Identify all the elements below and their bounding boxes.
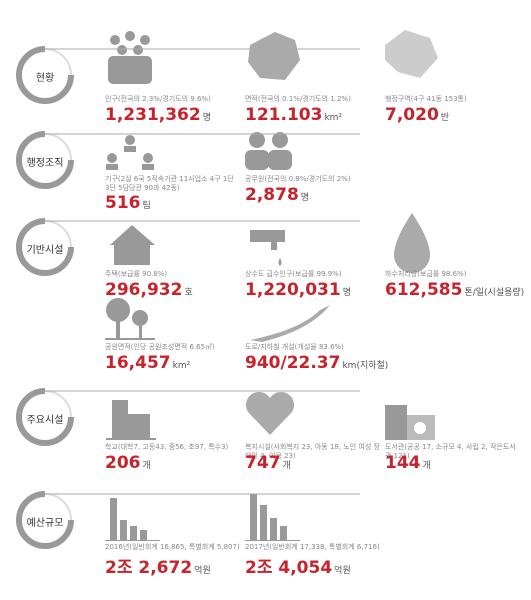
value-number: 296,932 bbox=[105, 280, 183, 300]
value-number: 516 bbox=[105, 193, 141, 213]
item-value: 1,220,031 명 bbox=[245, 280, 351, 300]
section-ring bbox=[16, 46, 74, 104]
heart-icon bbox=[245, 391, 295, 435]
trees-icon bbox=[105, 298, 155, 340]
value-unit: 명 bbox=[202, 113, 211, 123]
section-ring bbox=[16, 491, 74, 549]
item-label: 도서관(공공 17, 소규모 4, 사립 2, 작은도서관 121) bbox=[385, 443, 516, 460]
school-icon bbox=[106, 400, 156, 440]
value-unit: km² bbox=[324, 113, 343, 123]
section-title: 행정조직 bbox=[26, 158, 64, 169]
item-value: 2조 2,672 억원 bbox=[105, 553, 211, 578]
section-ring bbox=[16, 131, 74, 189]
item-value: 940/22.37 km(지하철) bbox=[245, 353, 388, 373]
value-unit: 호 bbox=[184, 288, 193, 298]
section-ring bbox=[16, 218, 74, 276]
value-number: 16,457 bbox=[105, 353, 171, 373]
value-number: 612,585 bbox=[385, 280, 463, 300]
item-label: 기구(2실 6국 5직속기관 11사업소 4구 1단 3단 5담당관 90과 4… bbox=[105, 175, 234, 192]
house-icon bbox=[110, 225, 155, 265]
value-number: 747 bbox=[245, 453, 281, 473]
value-number: 2,878 bbox=[245, 185, 299, 205]
item-value: 296,932 호 bbox=[105, 280, 193, 300]
item-value: 7,020 반 bbox=[385, 105, 449, 125]
value-unit: 억원 bbox=[194, 566, 211, 576]
value-unit: 명 bbox=[300, 193, 310, 203]
value-number: 1,231,362 bbox=[105, 105, 201, 125]
budget-bars-icon bbox=[245, 494, 300, 541]
map-icon bbox=[385, 30, 438, 78]
value-number: 206 bbox=[105, 453, 141, 473]
item-label: 주택(보급률 90.8%) bbox=[105, 270, 168, 278]
value-number: 7,020 bbox=[385, 105, 439, 125]
value-unit: km(지하철) bbox=[342, 361, 389, 371]
value-number: 1,220,031 bbox=[245, 280, 341, 300]
item-label: 2017년(일반회계 17,338, 특별회계 6,716) bbox=[245, 543, 380, 551]
people-icon bbox=[108, 31, 152, 84]
library-icon bbox=[385, 405, 435, 440]
item-value: 747 개 bbox=[245, 453, 291, 473]
value-unit: 억원 bbox=[334, 566, 351, 576]
officials-icon bbox=[245, 132, 292, 170]
item-label: 공무원(전국의 0.8%/경기도의 2%) bbox=[245, 175, 351, 183]
drop-icon bbox=[394, 213, 430, 273]
budget-bars-icon bbox=[105, 498, 160, 541]
item-value: 1,231,362 명 bbox=[105, 105, 211, 125]
section-title: 예산규모 bbox=[26, 518, 64, 529]
item-label: 도로/지하철 개설(개설율 83.6%) bbox=[245, 343, 344, 351]
value-unit: km² bbox=[172, 361, 191, 371]
item-label: 인구(전국의 2.3%/경기도의 9.6%) bbox=[105, 95, 211, 103]
section-title: 현황 bbox=[35, 73, 55, 84]
item-label: 면적(전국의 0.1%/경기도의 1.2%) bbox=[245, 95, 351, 103]
value-number: 2조 2,672 bbox=[105, 558, 193, 578]
value-unit: 반 bbox=[440, 113, 450, 123]
item-value: 2조 4,054 억원 bbox=[245, 553, 351, 578]
section-ring bbox=[16, 388, 74, 446]
item-value: 16,457 km² bbox=[105, 353, 190, 373]
value-number: 940/22.37 bbox=[245, 353, 341, 373]
item-label: 행정구역(4구 41동 153통) bbox=[385, 95, 467, 103]
item-value: 121.103 km² bbox=[245, 105, 342, 125]
value-unit: 개 bbox=[422, 461, 431, 471]
org-icon bbox=[106, 135, 154, 170]
map-icon bbox=[248, 32, 300, 80]
value-number: 2조 4,054 bbox=[245, 558, 333, 578]
road-icon bbox=[250, 305, 330, 342]
item-label: 2016년(일반회계 16,865, 특별회계 5,807) bbox=[105, 543, 240, 551]
item-label: 복지시설(사회복지 23, 아동 18, 노인 여성 장애인 4, 이용 23) bbox=[245, 443, 380, 460]
icons bbox=[105, 30, 438, 541]
value-unit: 명 bbox=[342, 288, 351, 298]
value-unit: 개 bbox=[142, 461, 151, 471]
item-value: 516 팀 bbox=[105, 193, 151, 213]
item-label: 학교(대학7, 고등43, 중56, 초97, 특수3) bbox=[105, 443, 229, 451]
section-title: 기반시설 bbox=[26, 245, 64, 256]
item-value: 206 개 bbox=[105, 453, 151, 473]
item-value: 612,585 톤/일(시설용량) bbox=[385, 280, 524, 300]
value-unit: 톤/일(시설용량) bbox=[464, 288, 525, 298]
tap-icon bbox=[250, 230, 285, 266]
item-value: 2,878 명 bbox=[245, 185, 309, 205]
item-label: 공원면적(인당 공원조성면적 6.65㎡) bbox=[105, 343, 215, 351]
item-value: 144 개 bbox=[385, 453, 431, 473]
value-unit: 개 bbox=[282, 461, 291, 471]
value-number: 144 bbox=[385, 453, 421, 473]
section-title: 주요시설 bbox=[26, 415, 64, 426]
item-label: 하수처리량(보급률 98.6%) bbox=[385, 270, 467, 278]
value-unit: 팀 bbox=[142, 201, 151, 211]
item-label: 상수도 급수인구(보급률 99.9%) bbox=[245, 270, 342, 278]
value-number: 121.103 bbox=[245, 105, 323, 125]
